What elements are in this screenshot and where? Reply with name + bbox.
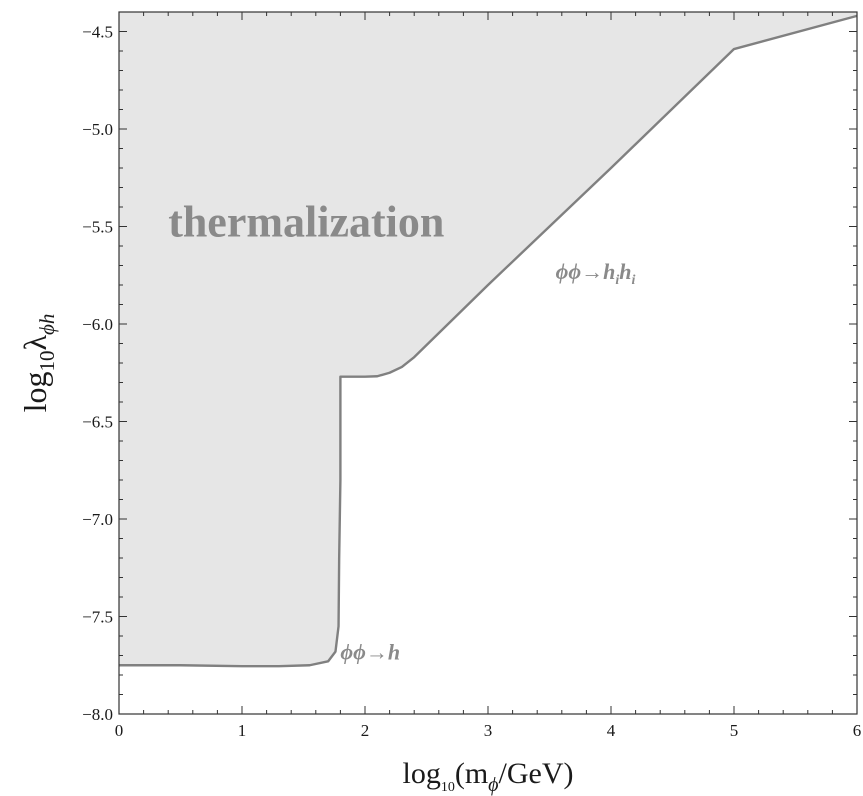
x-tick-label: 3 xyxy=(484,721,493,740)
region-label: thermalization xyxy=(168,197,444,246)
shaded-region-group xyxy=(119,12,858,668)
curve-annotation: ϕϕ→h xyxy=(340,639,400,664)
y-tick-label: −5.5 xyxy=(82,218,113,237)
thermalization-region xyxy=(119,12,857,667)
curve-annotation: ϕϕ→hihi xyxy=(556,259,636,288)
y-tick-label: −7.5 xyxy=(82,608,113,627)
y-tick-label: −5.0 xyxy=(82,120,113,139)
boundary-curve xyxy=(119,14,858,668)
x-tick-label: 4 xyxy=(607,721,616,740)
x-tick-label: 6 xyxy=(853,721,862,740)
y-tick-label: −4.5 xyxy=(82,23,113,42)
x-axis-title: log10(mϕ/GeV) xyxy=(402,757,573,796)
y-tick-label: −6.0 xyxy=(82,315,113,334)
x-tick-label: 1 xyxy=(238,721,247,740)
y-tick-label: −7.0 xyxy=(82,510,113,529)
x-tick-label: 5 xyxy=(730,721,739,740)
labels-group: 0 1 2 3 4 5 6 −8.0 −7.5 −7.0 −6.5 −6.0 −5.5 −5.0 −4.5 t… xyxy=(82,23,861,741)
x-tick-label: 2 xyxy=(361,721,370,740)
y-tick-label: −6.5 xyxy=(82,413,113,432)
ticks-group xyxy=(118,11,858,715)
x-tick-label: 0 xyxy=(115,721,124,740)
y-axis-title: log10λϕh xyxy=(17,314,59,413)
y-tick-label: −8.0 xyxy=(82,705,113,724)
